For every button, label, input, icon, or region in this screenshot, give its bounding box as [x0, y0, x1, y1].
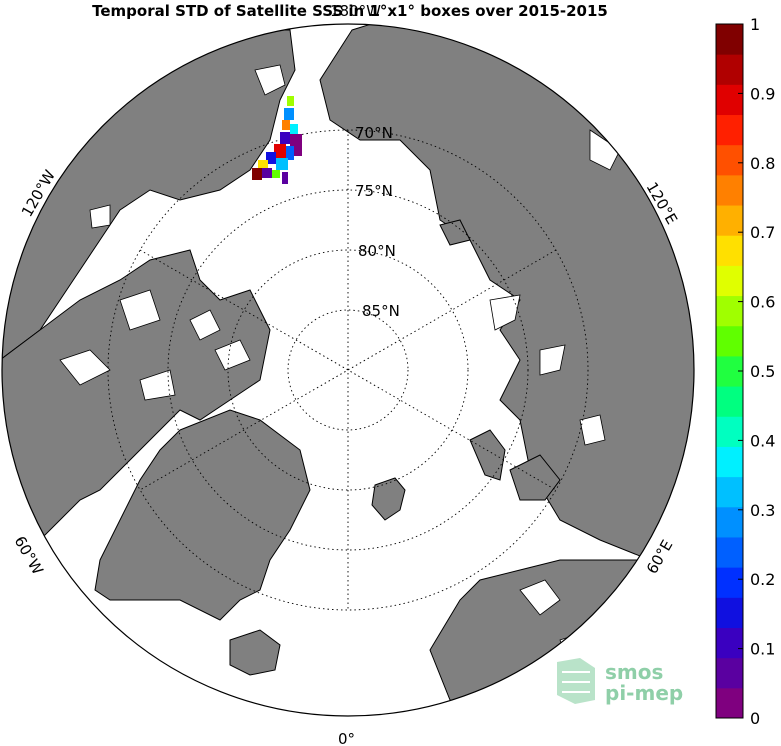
colorbar-segment: [716, 536, 743, 568]
data-box: [282, 172, 288, 184]
data-box: [282, 120, 290, 130]
data-box: [276, 158, 288, 170]
sss-std-boxes: [252, 96, 302, 184]
colorbar-tick-label: 0.9: [750, 84, 775, 103]
lon-label-0: 0°: [338, 730, 355, 746]
data-box: [262, 168, 272, 178]
colorbar-ticks: 0 0.1 0.2 0.3 0.4 0.5 0.6 0.7 0.8 0.9 1: [738, 15, 775, 728]
data-box: [290, 124, 298, 134]
colorbar-segment: [716, 597, 743, 628]
lon-label-60w: 60°W: [11, 533, 47, 578]
colorbar-tick-label: 0: [750, 709, 760, 728]
data-box: [286, 146, 294, 160]
colorbar-segment: [716, 265, 743, 297]
colorbar-segment: [716, 687, 743, 719]
colorbar-tick-label: 0.2: [750, 570, 775, 589]
colorbar-tick-label: 0.3: [750, 501, 775, 520]
logo-line1: smos: [605, 660, 663, 684]
colorbar-tick-label: 0.7: [750, 223, 775, 242]
lat-label-70: 70°N: [355, 124, 393, 142]
colorbar-segment: [716, 84, 743, 116]
colorbar-segment: [716, 476, 743, 508]
data-box: [284, 108, 294, 120]
data-box: [274, 144, 286, 158]
lat-label-80: 80°N: [358, 242, 396, 260]
colorbar-tick-label: 0.4: [750, 431, 775, 450]
data-box: [287, 96, 294, 106]
colorbar-segment: [716, 506, 743, 538]
colorbar-tick-label: 0.6: [750, 293, 775, 312]
data-box: [258, 160, 268, 172]
colorbar-segment: [716, 446, 743, 478]
land-franz-josef: [469, 429, 506, 481]
map-boundary: [1, 23, 695, 717]
colorbar-segment: [716, 325, 743, 357]
lat-label-85: 85°N: [362, 302, 400, 320]
colorbar-segment: [716, 174, 743, 206]
data-box: [280, 132, 290, 144]
colorbar-segment: [716, 205, 743, 236]
land-iceland: [229, 629, 281, 676]
land-wrangel: [439, 219, 471, 246]
colorbar-segment: [716, 295, 743, 327]
colorbar-segment: [716, 567, 743, 598]
colorbar: [715, 23, 744, 719]
colorbar-segment: [716, 416, 743, 447]
colorbar-tick-label: 0.5: [750, 362, 775, 381]
colorbar-tick-label: 1: [750, 15, 760, 34]
colorbar-segment: [716, 114, 743, 146]
colorbar-segment: [716, 627, 743, 659]
logo-line2: pi-mep: [605, 681, 683, 705]
colorbar-tick-label: 0.8: [750, 154, 775, 173]
smos-pimep-logo: smos pi-mep: [557, 658, 683, 705]
colorbar-segment: [716, 657, 743, 689]
land-greenland: [94, 409, 311, 621]
land-svalbard: [371, 477, 406, 521]
data-box: [252, 168, 262, 180]
colorbar-tick-label: 0.1: [750, 640, 775, 659]
data-box: [272, 170, 280, 178]
lon-label-180w: 180°W: [330, 2, 381, 20]
colorbar-segment: [716, 144, 743, 176]
map-title: Temporal STD of Satellite SSS in 1°x1° b…: [92, 2, 608, 20]
colorbar-segment: [716, 386, 743, 417]
colorbar-segment: [716, 54, 743, 85]
lat-label-75: 75°N: [355, 182, 393, 200]
data-box: [266, 152, 276, 164]
colorbar-segment: [716, 235, 743, 266]
meridians: [139, 130, 557, 610]
colorbar-segment: [716, 24, 743, 55]
